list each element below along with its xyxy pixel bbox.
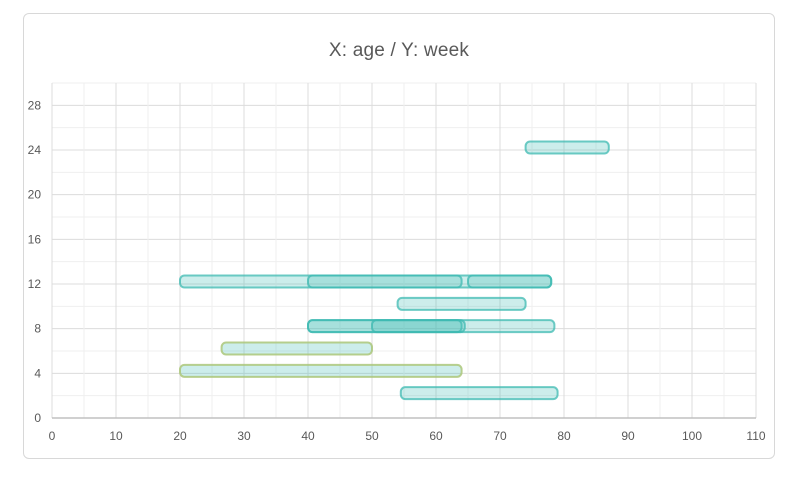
x-tick-label: 50 <box>365 429 379 443</box>
range-bar-week-4 <box>179 363 463 378</box>
y-tick-label: 24 <box>28 143 42 157</box>
range-bar-week-24 <box>524 140 610 155</box>
range-bar-week-12 <box>467 274 553 289</box>
x-tick-label: 110 <box>746 429 765 443</box>
chart-title: X: age / Y: week <box>328 40 470 61</box>
y-tick-label: 8 <box>34 322 41 336</box>
y-tick-label: 4 <box>34 366 41 380</box>
y-tick-label: 16 <box>28 232 42 246</box>
x-tick-label: 20 <box>173 429 187 443</box>
x-tick-label: 40 <box>301 429 315 443</box>
x-tick-label: 10 <box>109 429 123 443</box>
x-tick-label: 100 <box>682 429 702 443</box>
x-tick-label: 0 <box>49 429 56 443</box>
x-tick-label: 30 <box>237 429 251 443</box>
x-tick-label: 70 <box>493 429 507 443</box>
range-bar-week-2 <box>399 386 559 401</box>
range-bar-week-6 <box>220 341 373 356</box>
y-tick-label: 0 <box>34 411 41 425</box>
x-tick-label: 60 <box>429 429 443 443</box>
range-bar-week-8 <box>371 319 463 334</box>
y-tick-label: 20 <box>28 188 42 202</box>
y-tick-label: 28 <box>28 98 42 112</box>
y-tick-label: 12 <box>28 277 42 291</box>
range-bar-week-10 <box>396 296 527 311</box>
x-tick-label: 90 <box>621 429 635 443</box>
x-tick-label: 80 <box>557 429 571 443</box>
